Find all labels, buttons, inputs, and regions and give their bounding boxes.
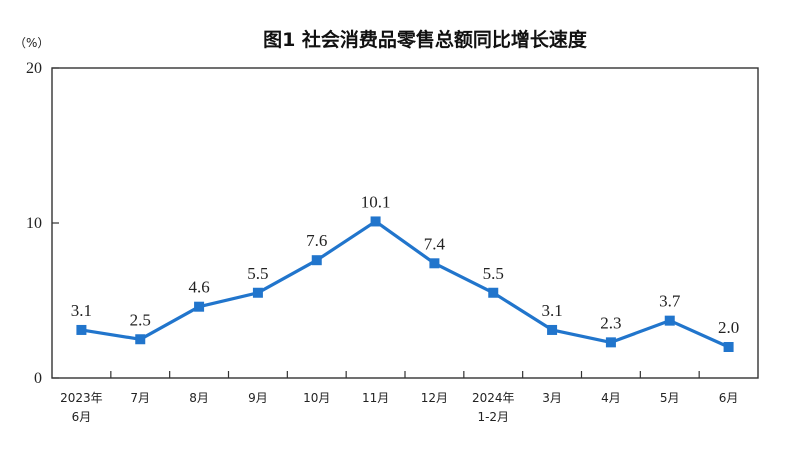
data-point — [429, 258, 440, 269]
data-label: 4.6 — [188, 278, 209, 297]
data-label: 2.3 — [600, 313, 621, 332]
data-point — [488, 287, 499, 298]
series-line — [81, 219, 730, 349]
x-tick-label: 5月 — [660, 391, 680, 405]
x-tick-label: 4月 — [601, 391, 621, 405]
y-unit-label: （%） — [14, 36, 49, 50]
x-tick-label: 9月 — [248, 391, 268, 405]
chart-title: 图1 社会消费品零售总额同比增长速度 — [263, 28, 588, 51]
x-axis: 2023年 6月 7月 8月 9月 10月 11月 12月 2024年 1-2月 3月 4月 5月 6月 — [60, 371, 738, 424]
data-point — [76, 324, 87, 335]
data-point — [547, 324, 558, 335]
data-point — [605, 337, 616, 348]
data-point — [194, 301, 205, 312]
data-label: 2.5 — [130, 310, 151, 329]
y-tick-label: 10 — [26, 215, 42, 232]
data-label: 10.1 — [361, 192, 391, 211]
data-label: 3.7 — [659, 292, 681, 311]
data-label: 7.4 — [424, 234, 446, 253]
data-point — [723, 342, 734, 352]
x-tick-label: 7月 — [130, 391, 150, 405]
plot-area — [51, 67, 759, 379]
data-label: 2.0 — [718, 318, 739, 337]
x-tick-label: 2024年 — [472, 391, 515, 405]
data-point — [252, 287, 263, 298]
y-axis: 0 10 20 — [26, 60, 59, 387]
data-labels: 3.1 2.5 4.6 5.5 7.6 10.1 7.4 5.5 3.1 2.3 3.7 2.0 — [71, 192, 739, 337]
data-label: 7.6 — [306, 231, 327, 250]
data-point — [311, 255, 322, 266]
plot-frame — [51, 67, 759, 379]
data-label: 5.5 — [247, 264, 268, 283]
y-tick-label: 20 — [26, 60, 42, 77]
x-tick-label: 2023年 — [60, 391, 103, 405]
x-tick-label: 3月 — [542, 391, 562, 405]
y-tick-label: 0 — [34, 370, 42, 387]
data-point — [135, 334, 146, 345]
x-tick-label: 6月 — [72, 410, 92, 424]
data-point — [664, 315, 675, 326]
data-label: 3.1 — [71, 301, 92, 320]
x-tick-label: 12月 — [421, 391, 448, 405]
x-tick-label: 11月 — [362, 391, 389, 405]
series-markers — [76, 216, 734, 352]
x-tick-label: 8月 — [189, 391, 209, 405]
data-label: 3.1 — [541, 301, 562, 320]
x-tick-label: 10月 — [303, 391, 330, 405]
data-point — [370, 216, 381, 227]
x-tick-label: 6月 — [719, 391, 739, 405]
x-tick-label: 1-2月 — [477, 410, 509, 424]
data-label: 5.5 — [483, 264, 504, 283]
